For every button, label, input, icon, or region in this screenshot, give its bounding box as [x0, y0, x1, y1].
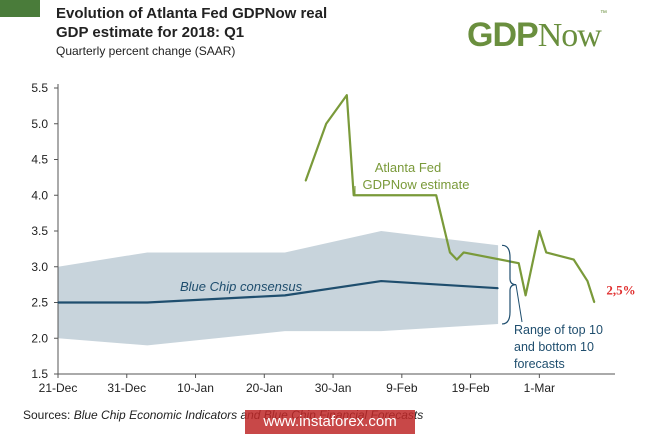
- range-band: [58, 231, 499, 346]
- data-point-gdpnow-13: [573, 259, 575, 261]
- data-point-gdpnow-0: [304, 180, 307, 182]
- data-point-blue-chip-3: [380, 280, 382, 282]
- chart-subtitle: Quarterly percent change (SAAR): [56, 44, 236, 58]
- watermark: www.instaforex.com: [245, 410, 415, 434]
- x-tick-label-0: 21-Dec: [39, 381, 78, 395]
- series-line-gdpnow: [304, 94, 596, 303]
- data-point-blue-chip-4: [497, 287, 499, 289]
- data-point-gdpnow-8: [463, 251, 465, 254]
- x-tick-label-3: 20-Jan: [246, 381, 283, 395]
- gdpnow-logo: GDPNow ™: [467, 10, 607, 55]
- source-prefix: Sources:: [23, 408, 71, 422]
- x-tick-label-5: 9-Feb: [386, 381, 418, 395]
- data-point-gdpnow-10: [525, 294, 527, 296]
- gdpnow-label-line2: GDPNow estimate: [363, 177, 470, 192]
- logo-gdp: GDP: [467, 16, 539, 54]
- data-point-blue-chip-0: [57, 301, 59, 304]
- y-tick-label-0: 1.5: [31, 367, 48, 381]
- data-point-gdpnow-11: [538, 230, 540, 232]
- y-tick-label-6: 4.5: [31, 153, 48, 167]
- data-point-gdpnow-12: [545, 251, 547, 254]
- data-point-gdpnow-1: [325, 123, 327, 125]
- x-tick-label-1: 31-Dec: [107, 381, 146, 395]
- x-tick-label-2: 10-Jan: [177, 381, 214, 395]
- data-point-gdpnow-2: [346, 94, 348, 96]
- chart-title-line1: Evolution of Atlanta Fed GDPNow real: [56, 5, 328, 22]
- data-point-gdpnow-15: [593, 301, 595, 304]
- y-tick-label-1: 2.0: [31, 331, 48, 345]
- data-point-gdpnow-6: [449, 251, 451, 254]
- y-tick-label-2: 2.5: [31, 296, 48, 310]
- y-tick-label-3: 3.0: [31, 260, 48, 274]
- range-label-leader: [515, 284, 523, 323]
- y-tick-label-7: 5.0: [31, 117, 48, 131]
- last-value-annotation: 2,5%: [606, 283, 635, 298]
- data-point-gdpnow-3: [353, 194, 355, 196]
- data-point-blue-chip-1: [146, 301, 148, 304]
- chart-title-line2: GDP estimate for 2018: Q1: [56, 24, 245, 41]
- range-label-line2: and bottom 10: [514, 340, 594, 354]
- x-tick-label-7: 1-Mar: [524, 381, 555, 395]
- data-point-gdpnow-7: [456, 259, 458, 261]
- logo-now: Now: [537, 17, 602, 54]
- chart-title: Evolution of Atlanta Fed GDPNow real GDP…: [56, 4, 327, 42]
- logo-tm: ™: [600, 10, 607, 17]
- x-tick-label-4: 30-Jan: [315, 381, 352, 395]
- data-point-blue-chip-2: [284, 294, 286, 296]
- gdpnow-label-line1: Atlanta Fed: [375, 160, 442, 175]
- y-tick-label-5: 4.0: [31, 188, 48, 202]
- x-tick-label-6: 19-Feb: [452, 381, 490, 395]
- range-bracket: [501, 244, 517, 325]
- range-label-line3: forecasts: [514, 357, 565, 371]
- y-tick-label-4: 3.5: [31, 224, 48, 238]
- y-tick-label-8: 5.5: [31, 81, 48, 95]
- range-label-line1: Range of top 10: [514, 323, 603, 337]
- accent-bar: [0, 0, 40, 17]
- data-point-gdpnow-5: [435, 194, 437, 196]
- data-point-gdpnow-14: [586, 280, 589, 282]
- blue-chip-label: Blue Chip consensus: [180, 279, 303, 294]
- data-point-gdpnow-4: [401, 194, 403, 196]
- data-point-gdpnow-9: [518, 262, 520, 264]
